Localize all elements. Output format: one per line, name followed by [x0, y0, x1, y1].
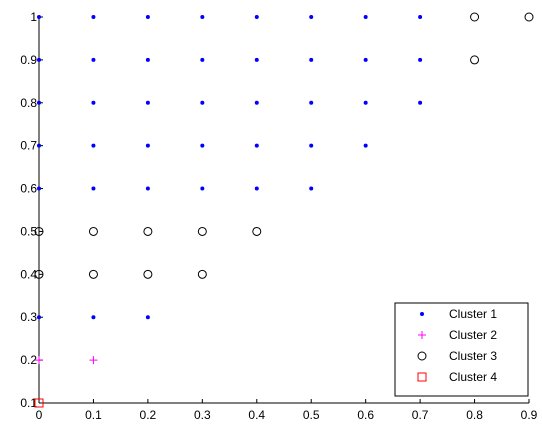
data-point [309, 57, 314, 62]
series-cluster-4 [34, 398, 44, 408]
legend-item: Cluster 4 [417, 370, 497, 384]
data-point [254, 57, 259, 62]
y-tick-label: 0.1 [20, 396, 37, 410]
data-point [145, 100, 150, 105]
data-point [200, 15, 205, 19]
legend-item: Cluster 1 [420, 307, 497, 321]
data-point [145, 315, 150, 320]
data-point [34, 269, 44, 279]
data-point [34, 226, 44, 236]
data-point [200, 186, 205, 191]
data-point [309, 186, 314, 191]
series-cluster-2 [35, 356, 98, 365]
legend-marker [420, 312, 424, 316]
data-point [254, 15, 259, 19]
x-tick-label: 0.1 [85, 408, 102, 422]
x-tick-label: 0.8 [466, 408, 483, 422]
legend-item: Cluster 2 [418, 328, 497, 342]
legend-label: Cluster 2 [449, 328, 497, 342]
data-point [200, 57, 205, 62]
data-point [145, 15, 150, 19]
x-tick-label: 0 [36, 408, 43, 422]
data-point [35, 356, 43, 365]
data-point [363, 143, 368, 148]
x-tick-label: 0.3 [194, 408, 211, 422]
data-point [418, 100, 423, 105]
data-points [34, 12, 534, 408]
y-tick-label: 0.6 [20, 182, 37, 196]
y-tick-label: 0.2 [20, 353, 37, 367]
legend-label: Cluster 3 [449, 349, 497, 363]
y-tick-label: 0.5 [20, 224, 37, 238]
data-point [145, 143, 150, 148]
data-point [309, 15, 314, 19]
data-point [524, 12, 534, 22]
data-point [88, 269, 98, 279]
data-point [145, 57, 150, 62]
data-point [309, 100, 314, 105]
data-point [37, 15, 41, 19]
data-point [37, 143, 41, 148]
data-point [91, 15, 96, 19]
data-point [91, 186, 96, 191]
y-tick-label: 0.9 [20, 53, 37, 67]
data-point [89, 356, 98, 365]
x-tick-label: 0.9 [521, 408, 538, 422]
data-point [143, 269, 153, 279]
data-point [145, 186, 150, 191]
x-tick-label: 0.5 [303, 408, 320, 422]
legend-marker [417, 372, 427, 382]
data-point [91, 143, 96, 148]
data-point [197, 269, 207, 279]
data-point [88, 226, 98, 236]
legend-label: Cluster 1 [449, 307, 497, 321]
data-point [252, 226, 262, 236]
series-cluster-1 [37, 15, 423, 320]
data-point [363, 57, 368, 62]
data-point [200, 100, 205, 105]
data-point [363, 100, 368, 105]
legend: Cluster 1 Cluster 2 Cluster 3 Cluster 4 [394, 302, 529, 397]
legend-box [394, 302, 529, 397]
legend-item: Cluster 3 [417, 349, 497, 363]
y-tick-label: 0.8 [20, 96, 37, 110]
y-tick-label: 1 [30, 10, 37, 24]
data-point [37, 186, 41, 191]
data-point [470, 12, 480, 22]
data-point [363, 15, 368, 19]
data-point [418, 57, 423, 62]
axes: 0 0.1 0.2 0.3 0.4 0.5 0.6 0.7 0.8 0.90.10.20.30.4… [20, 10, 537, 422]
x-tick-label: 0.6 [357, 408, 374, 422]
legend-marker [417, 351, 427, 361]
y-tick-label: 0.3 [20, 310, 37, 324]
legend-marker [418, 331, 426, 339]
data-point [254, 100, 259, 105]
data-point [37, 57, 41, 62]
data-point [37, 315, 41, 320]
legend-label: Cluster 4 [449, 370, 497, 384]
y-tick-label: 0.7 [20, 139, 37, 153]
data-point [254, 143, 259, 148]
data-point [143, 226, 153, 236]
data-point [470, 55, 480, 65]
data-point [418, 15, 423, 19]
data-point [91, 315, 96, 320]
data-point [254, 186, 259, 191]
y-tick-label: 0.4 [20, 267, 37, 281]
series-cluster-3 [34, 12, 534, 279]
data-point [91, 57, 96, 62]
x-tick-label: 0.2 [140, 408, 157, 422]
data-point [91, 100, 96, 105]
data-point [197, 226, 207, 236]
x-tick-label: 0.4 [248, 408, 265, 422]
data-point [34, 398, 44, 408]
data-point [309, 143, 314, 148]
data-point [37, 100, 41, 105]
data-point [200, 143, 205, 148]
x-tick-label: 0.7 [412, 408, 429, 422]
